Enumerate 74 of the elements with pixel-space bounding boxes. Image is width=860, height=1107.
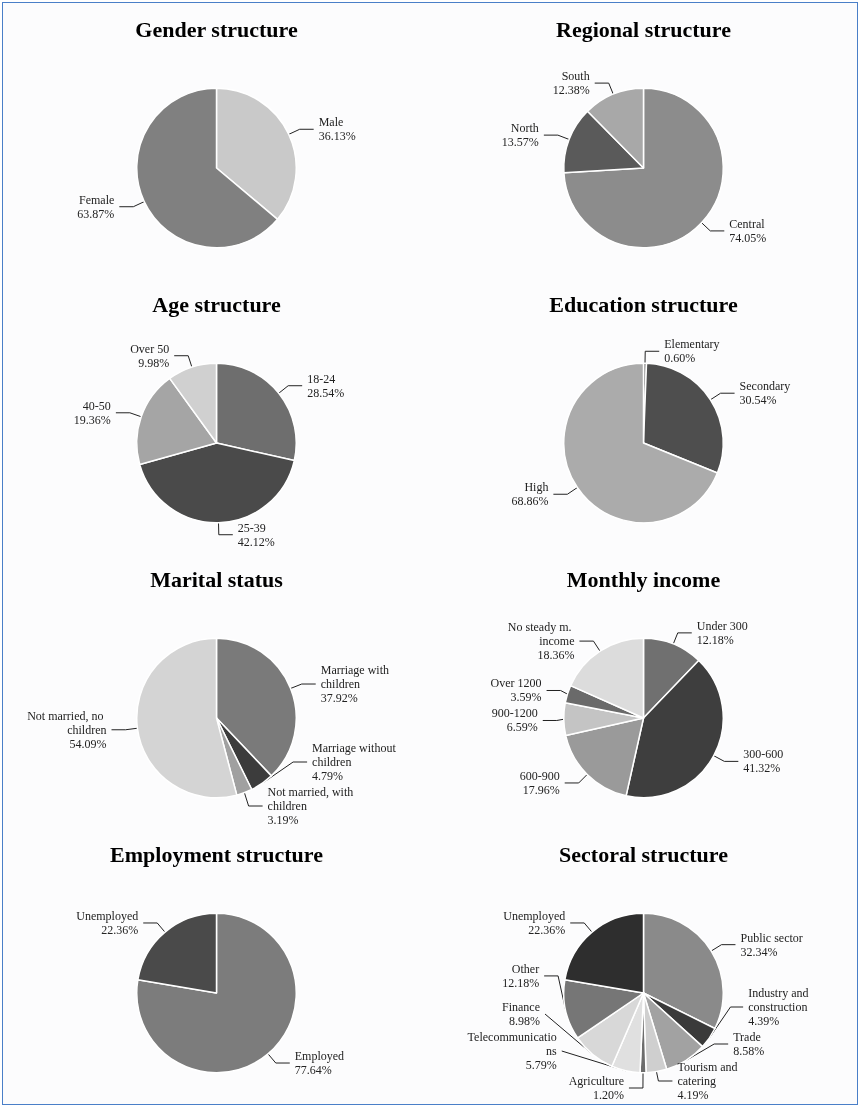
slice-label: Tourism and catering [677,1060,741,1088]
data-label: 3.19% [267,813,299,827]
slice-label: Trade [733,1030,761,1044]
data-label: 13.57% [501,135,539,150]
chart-title: Monthly income [566,566,721,592]
slice-label: Under 300 [696,618,748,633]
data-label: 8.98% [509,1014,541,1028]
slice-label: Employed [294,1049,345,1064]
slice-label: No steady m. income [507,620,575,649]
slice-label: 300-600 [743,747,784,762]
slice-label: Marriage with children [320,663,393,692]
slice-label: Unemployed [503,908,566,923]
slice-label: Public sector [740,930,803,945]
data-label: 74.05% [729,230,767,245]
slice-label: North [510,121,539,136]
data-label: 28.54% [307,385,345,400]
chart-title: Regional structure [556,16,732,42]
slice-label: Not married, no children [27,708,107,737]
slice-label: Male [318,115,344,130]
chart-title: Employment structure [110,841,324,867]
slice-label: Female [79,192,115,207]
slice-label: Over 50 [130,341,170,356]
chart-title: Education structure [549,291,738,317]
slice-label: Secondary [739,379,791,394]
slice-label: South [561,69,590,84]
chart-title: Marital status [150,566,284,592]
data-label: 12.18% [502,975,540,990]
data-label: 4.19% [677,1088,709,1102]
slice-label: Telecommunications [467,1030,558,1058]
data-label: 63.87% [77,206,115,221]
data-label: 6.59% [506,720,538,735]
data-label: 68.86% [511,494,549,509]
data-label: 36.13% [318,129,356,144]
slice-label: Over 1200 [490,676,542,691]
slice-label: Other [511,961,540,976]
slice-label: 40-50 [82,398,111,413]
data-label: 5.79% [525,1058,557,1072]
slice-label: Industry and construction [748,986,812,1014]
slice-label: 25-39 [237,520,266,535]
data-label: 0.60% [664,351,696,366]
chart-title: Age structure [152,291,281,317]
data-label: 37.92% [320,691,358,706]
slice-label: Elementary [664,337,720,352]
data-label: 3.59% [510,690,542,705]
data-label: 8.58% [733,1044,765,1058]
data-label: 54.09% [69,736,107,751]
slice-label: 18-24 [307,371,336,386]
slice-label: Central [729,216,766,231]
slice-label: Finance [502,1000,541,1014]
data-label: 19.36% [73,412,111,427]
data-label: 41.32% [743,761,781,776]
data-label: 17.96% [522,782,560,797]
data-label: 77.64% [294,1063,332,1078]
chart-title: Gender structure [135,16,298,42]
data-label: 22.36% [101,922,139,937]
data-label: 4.39% [748,1014,780,1028]
slice-label: Unemployed [76,908,139,923]
chart-title: Sectoral structure [559,841,729,867]
slice-label: Not married, with children [267,785,357,813]
slice-label: 600-900 [519,768,560,783]
slice-label: Agriculture [568,1074,624,1088]
slice-label: Marriage without children [312,741,399,769]
slice-label: High [524,480,549,495]
data-label: 1.20% [592,1088,624,1102]
data-label: 12.38% [552,83,590,98]
data-label: 32.34% [740,944,778,959]
data-label: 42.12% [237,534,275,549]
data-label: 12.18% [696,632,734,647]
data-label: 18.36% [537,648,575,663]
data-label: 4.79% [312,769,344,783]
data-label: 30.54% [739,393,777,408]
data-label: 9.98% [138,355,170,370]
slice-label: 900-1200 [491,706,538,721]
data-label: 22.36% [528,922,566,937]
